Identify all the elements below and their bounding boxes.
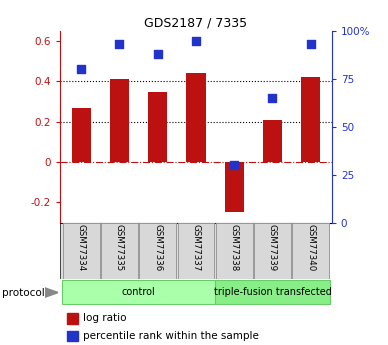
Text: GSM77336: GSM77336 — [153, 224, 162, 272]
Bar — [67, 313, 78, 324]
Text: GSM77340: GSM77340 — [306, 224, 315, 272]
Title: GDS2187 / 7335: GDS2187 / 7335 — [144, 17, 248, 30]
Bar — [263, 120, 282, 162]
Text: GSM77339: GSM77339 — [268, 224, 277, 272]
Bar — [110, 79, 129, 162]
Text: GSM77337: GSM77337 — [191, 224, 201, 272]
Bar — [148, 91, 167, 162]
Polygon shape — [45, 288, 58, 297]
Bar — [292, 223, 329, 279]
Bar — [216, 223, 253, 279]
Text: GSM77335: GSM77335 — [115, 224, 124, 272]
Bar — [72, 108, 91, 162]
Point — [154, 51, 161, 57]
Text: log ratio: log ratio — [83, 313, 126, 323]
Bar — [67, 331, 78, 341]
Bar — [225, 162, 244, 213]
Point — [116, 42, 123, 47]
Text: GSM77334: GSM77334 — [77, 224, 86, 272]
Bar — [178, 223, 214, 279]
Text: control: control — [122, 287, 156, 297]
Text: triple-fusion transfected: triple-fusion transfected — [213, 287, 331, 297]
Bar — [254, 223, 291, 279]
Point — [308, 42, 314, 47]
Point — [231, 162, 237, 168]
Bar — [63, 223, 100, 279]
Point — [269, 95, 275, 101]
Point — [193, 38, 199, 43]
Text: percentile rank within the sample: percentile rank within the sample — [83, 331, 259, 341]
Text: protocol: protocol — [2, 288, 45, 297]
Bar — [101, 223, 138, 279]
Bar — [139, 223, 176, 279]
Bar — [62, 280, 215, 304]
Bar — [215, 280, 330, 304]
Bar — [301, 77, 320, 162]
Bar — [186, 73, 206, 162]
Text: GSM77338: GSM77338 — [230, 224, 239, 272]
Point — [78, 67, 84, 72]
